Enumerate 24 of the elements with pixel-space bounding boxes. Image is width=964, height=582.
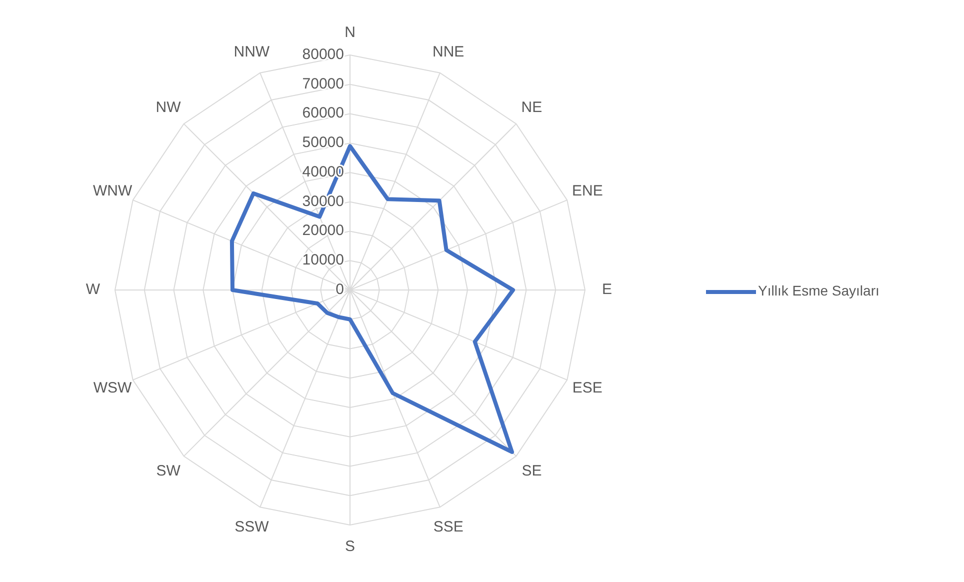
spoke-label: S xyxy=(344,538,356,555)
spoke-label: E xyxy=(602,280,612,298)
spoke-label: SSW xyxy=(234,518,270,536)
y-tick-label: 70000 xyxy=(302,75,344,92)
spoke-label: WNW xyxy=(92,182,133,200)
spoke-label: NNE xyxy=(432,44,464,61)
y-tick-label: 10000 xyxy=(302,252,344,269)
spoke-label: SSE xyxy=(433,518,464,536)
y-tick-label: 20000 xyxy=(302,222,344,240)
spoke-label: WSW xyxy=(93,379,133,396)
spoke-label: N xyxy=(344,24,356,41)
spoke-label: ESE xyxy=(572,379,602,396)
y-tick-label: 50000 xyxy=(302,134,344,152)
spoke-label: SE xyxy=(522,462,542,480)
spoke-label: SW xyxy=(156,462,182,480)
y-tick-label: 0 xyxy=(336,280,344,298)
y-tick-label: 60000 xyxy=(302,104,344,122)
y-tick-label: 80000 xyxy=(302,46,344,63)
legend-label: Yıllık Esme Sayıları xyxy=(758,282,880,299)
spoke-label: NE xyxy=(521,99,542,116)
spoke-label: NNW xyxy=(234,44,270,61)
spoke-label: ENE xyxy=(572,182,603,200)
spoke-label: NW xyxy=(156,99,182,116)
spoke-label: W xyxy=(86,280,101,298)
